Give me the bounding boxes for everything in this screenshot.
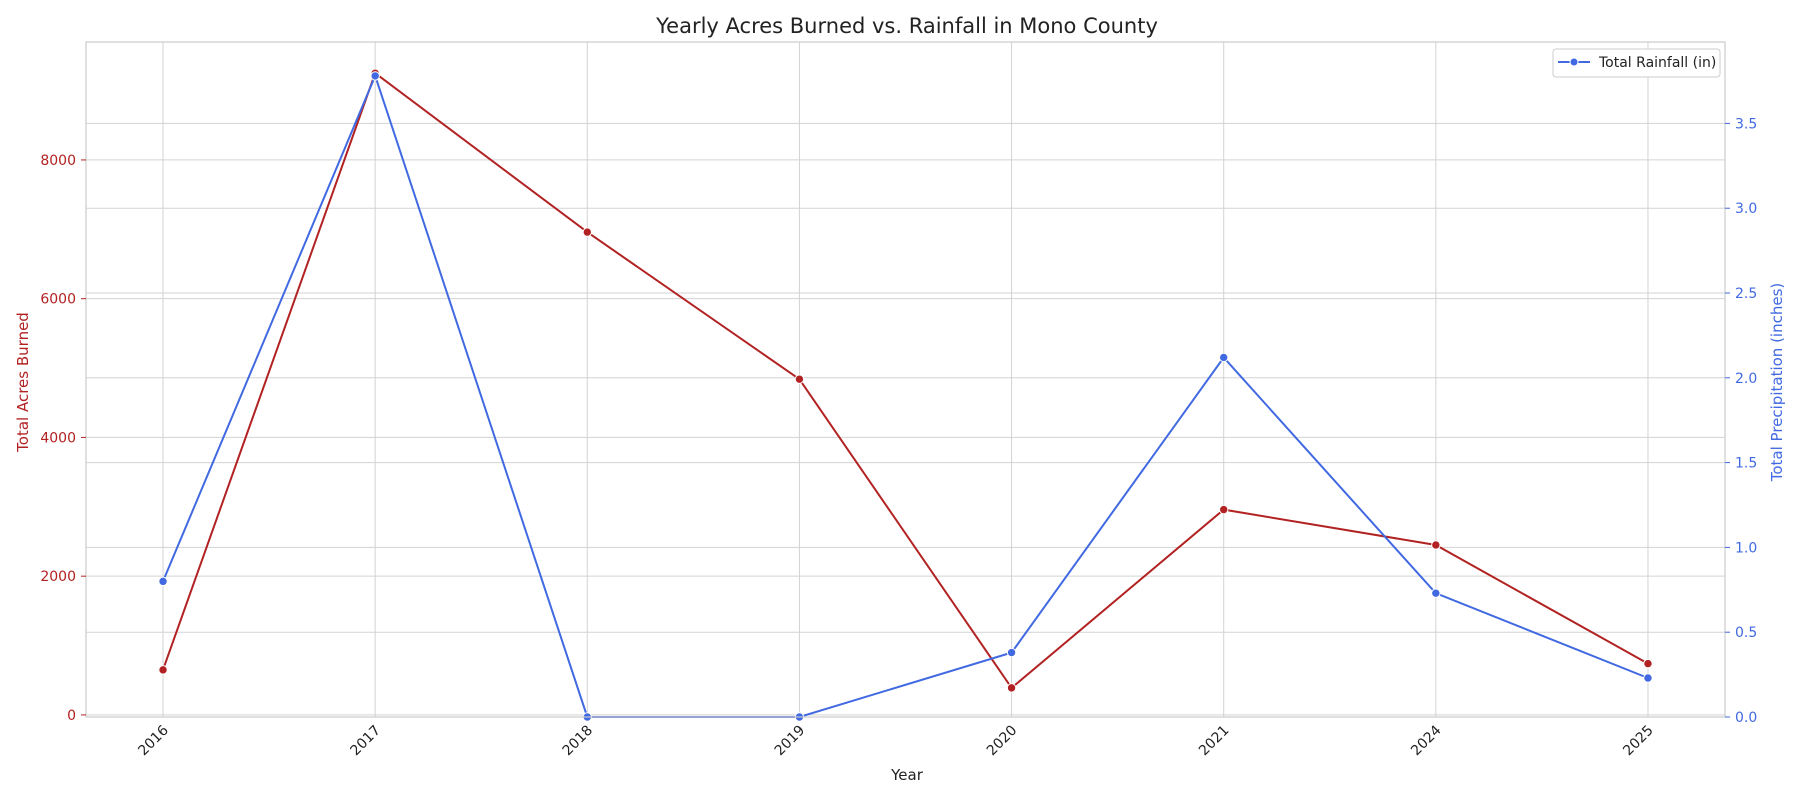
right-tick-label: 1.0 [1735, 540, 1757, 556]
legend-label-rainfall: Total Rainfall (in) [1598, 55, 1716, 71]
rainfall-series-line [162, 73, 1649, 718]
acres-burned-point [1006, 683, 1017, 693]
right-tick-label: 0.5 [1735, 625, 1757, 641]
left-tick-label: 0 [67, 708, 76, 724]
plot-frame [85, 41, 1726, 718]
rainfall-point [1006, 647, 1017, 658]
right-tick-label: 3.5 [1735, 116, 1757, 132]
acres-burned-point [1643, 658, 1653, 669]
left-tick-label: 8000 [40, 153, 76, 169]
acres-burned-point [582, 227, 592, 237]
acres-burned-point [794, 374, 805, 384]
x-axis-label: Year [890, 766, 924, 784]
left-axis-label: Total Acres Burned [14, 312, 32, 453]
rainfall-point [158, 576, 168, 587]
left-axis-gridlines [86, 159, 1725, 716]
right-tick-label: 2.5 [1735, 286, 1757, 302]
right-tick-label: 3.0 [1735, 201, 1757, 217]
chart-title: Yearly Acres Burned vs. Rainfall in Mono… [655, 14, 1158, 38]
left-tick-label: 2000 [40, 569, 76, 585]
right-tick-label: 0.0 [1735, 710, 1757, 726]
legend: Total Rainfall (in) [1552, 48, 1721, 78]
rainfall-point [1643, 673, 1653, 683]
right-tick-label: 1.5 [1735, 456, 1757, 472]
left-axis-ticks: 0 2000 4000 6000 8000 [40, 153, 86, 724]
right-axis-ticks: 0.0 0.5 1.0 1.5 2.0 2.5 3.0 3.5 [1725, 116, 1757, 726]
right-tick-label: 2.0 [1735, 371, 1757, 387]
acres-burned-series-line [162, 71, 1649, 690]
left-tick-label: 6000 [40, 292, 76, 308]
rainfall-point [1431, 588, 1441, 598]
series-layer [158, 68, 1653, 722]
legend-marker-rainfall [1569, 57, 1579, 67]
right-axis-label: Total Precipitation (inches) [1768, 283, 1786, 483]
left-tick-label: 4000 [40, 430, 76, 446]
rainfall-point [1219, 352, 1229, 363]
acres-burned-point [1219, 504, 1229, 515]
rainfall-point [370, 71, 380, 81]
acres-burned-point [1431, 540, 1441, 550]
legend-box [1552, 48, 1721, 78]
acres-burned-point [158, 665, 168, 675]
